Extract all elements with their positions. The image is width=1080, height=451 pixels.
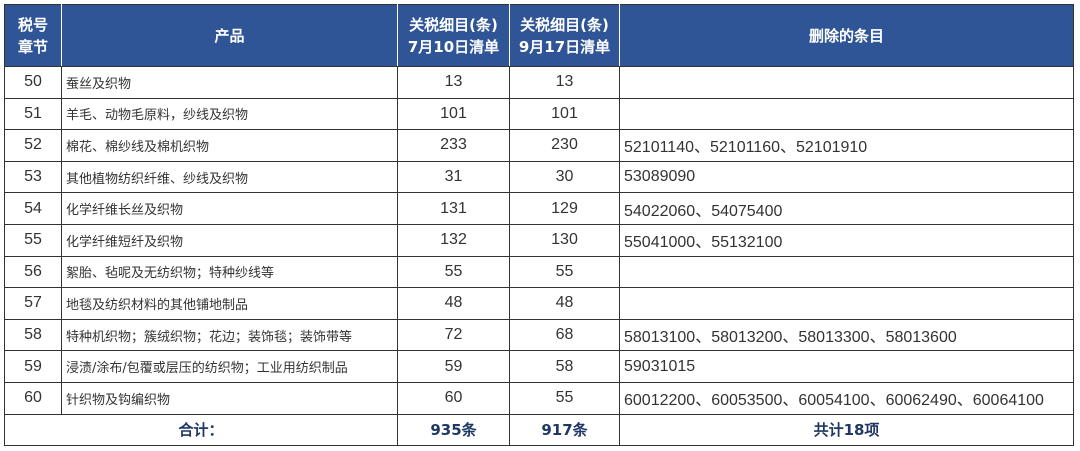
cell-chapter: 56 — [4, 255, 62, 289]
cell-chapter: 59 — [4, 350, 62, 383]
header-product: 产品 — [61, 4, 398, 67]
cell-chapter: 50 — [4, 66, 62, 99]
cell-product: 蚕丝及织物 — [61, 66, 398, 99]
cell-product: 棉花、棉纱线及棉机织物 — [61, 129, 398, 162]
cell-sep: 230 — [509, 129, 620, 162]
cell-chapter: 55 — [4, 223, 62, 257]
cell-product: 羊毛、动物毛原料，纱线及织物 — [61, 97, 398, 131]
header-deleted: 删除的条目 — [619, 4, 1074, 67]
table-row: 53 其他植物纺织纤维、纱线及织物 31 30 53089090 — [4, 160, 1074, 194]
cell-sep: 58 — [509, 350, 620, 383]
total-deleted: 共计18项 — [619, 413, 1074, 447]
table-row: 57 地毯及纺织材料的其他铺地制品 48 48 — [4, 287, 1074, 320]
cell-deleted — [619, 255, 1074, 289]
table-row: 50 蚕丝及织物 13 13 — [4, 66, 1074, 99]
cell-sep: 55 — [509, 381, 620, 415]
cell-deleted: 53089090 — [619, 160, 1074, 194]
header-row: 税号 章节 产品 关税细目(条) 7月10日清单 关税细目(条) 9月17日清单 删除… — [4, 4, 1074, 67]
cell-sep: 129 — [509, 192, 620, 225]
table-row: 56 絮胎、毡呢及无纺织物；特种纱线等 55 55 — [4, 255, 1074, 289]
cell-deleted — [619, 66, 1074, 99]
table-row: 58 特种机织物；簇绒织物；花边；装饰毯；装饰带等 72 68 58013100、580… — [4, 318, 1074, 352]
header-chapter: 税号 章节 — [4, 4, 62, 67]
tariff-table: 税号 章节 产品 关税细目(条) 7月10日清单 关税细目(条) 9月17日清单 删除… — [4, 4, 1074, 447]
cell-product: 浸渍/涂布/包覆或层压的纺织物；工业用纺织制品 — [61, 350, 398, 383]
cell-chapter: 52 — [4, 129, 62, 162]
total-sep: 917条 — [509, 413, 620, 447]
cell-sep: 48 — [509, 287, 620, 320]
cell-product: 化学纤维短纤及织物 — [61, 223, 398, 257]
cell-jul: 48 — [397, 287, 510, 320]
cell-sep: 130 — [509, 223, 620, 257]
cell-chapter: 57 — [4, 287, 62, 320]
cell-jul: 72 — [397, 318, 510, 352]
table-row: 60 针织物及钩编织物 60 55 60012200、60053500、60054100… — [4, 381, 1074, 415]
cell-jul: 132 — [397, 223, 510, 257]
cell-jul: 13 — [397, 66, 510, 99]
cell-deleted: 59031015 — [619, 350, 1074, 383]
table-row: 59 浸渍/涂布/包覆或层压的纺织物；工业用纺织制品 59 58 59031015 — [4, 350, 1074, 383]
cell-product: 絮胎、毡呢及无纺织物；特种纱线等 — [61, 255, 398, 289]
cell-deleted — [619, 97, 1074, 131]
cell-chapter: 51 — [4, 97, 62, 131]
cell-deleted: 52101140、52101160、52101910 — [619, 129, 1074, 162]
cell-deleted: 60012200、60053500、60054100、60062490、6006… — [619, 381, 1074, 415]
cell-product: 针织物及钩编织物 — [61, 381, 398, 415]
cell-chapter: 53 — [4, 160, 62, 194]
cell-sep: 55 — [509, 255, 620, 289]
cell-jul: 233 — [397, 129, 510, 162]
table-row: 51 羊毛、动物毛原料，纱线及织物 101 101 — [4, 97, 1074, 131]
cell-deleted: 55041000、55132100 — [619, 223, 1074, 257]
table-row: 52 棉花、棉纱线及棉机织物 233 230 52101140、52101160、521… — [4, 129, 1074, 162]
cell-chapter: 60 — [4, 381, 62, 415]
cell-deleted — [619, 287, 1074, 320]
cell-jul: 131 — [397, 192, 510, 225]
table-row: 54 化学纤维长丝及织物 131 129 54022060、54075400 — [4, 192, 1074, 225]
cell-product: 地毯及纺织材料的其他铺地制品 — [61, 287, 398, 320]
cell-jul: 31 — [397, 160, 510, 194]
cell-sep: 13 — [509, 66, 620, 99]
cell-sep: 30 — [509, 160, 620, 194]
cell-product: 特种机织物；簇绒织物；花边；装饰毯；装饰带等 — [61, 318, 398, 352]
cell-chapter: 54 — [4, 192, 62, 225]
cell-product: 其他植物纺织纤维、纱线及织物 — [61, 160, 398, 194]
cell-chapter: 58 — [4, 318, 62, 352]
cell-jul: 59 — [397, 350, 510, 383]
cell-jul: 55 — [397, 255, 510, 289]
cell-sep: 101 — [509, 97, 620, 131]
cell-deleted: 58013100、58013200、58013300、58013600 — [619, 318, 1074, 352]
total-label: 合计： — [4, 413, 398, 447]
cell-product: 化学纤维长丝及织物 — [61, 192, 398, 225]
cell-sep: 68 — [509, 318, 620, 352]
total-row: 合计： 935条 917条 共计18项 — [4, 413, 1074, 447]
cell-deleted: 54022060、54075400 — [619, 192, 1074, 225]
cell-jul: 60 — [397, 381, 510, 415]
header-jul: 关税细目(条) 7月10日清单 — [397, 4, 510, 67]
cell-jul: 101 — [397, 97, 510, 131]
total-jul: 935条 — [397, 413, 510, 447]
table-row: 55 化学纤维短纤及织物 132 130 55041000、55132100 — [4, 223, 1074, 257]
header-sep: 关税细目(条) 9月17日清单 — [509, 4, 620, 67]
